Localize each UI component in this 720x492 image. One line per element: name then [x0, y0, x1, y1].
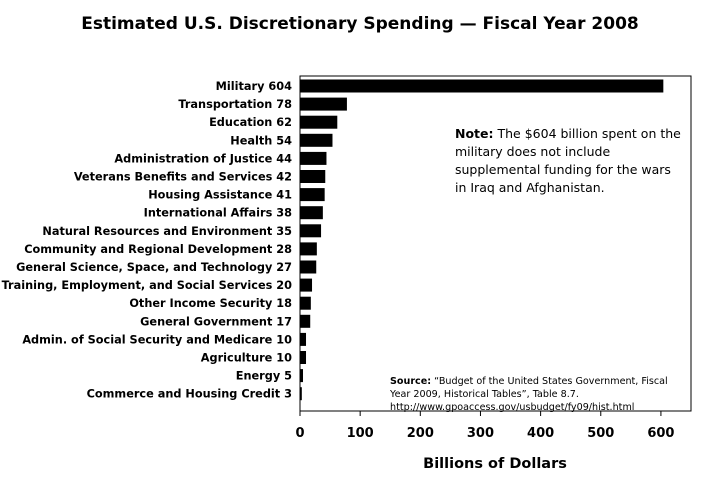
bar	[300, 351, 307, 364]
category-label: Housing Assistance 41	[148, 189, 292, 202]
bar	[300, 260, 317, 274]
x-tick-label: 600	[647, 426, 674, 441]
category-label: General Science, Space, and Technology 2…	[16, 261, 292, 274]
category-label: Other Income Security 18	[129, 297, 292, 310]
x-axis-title: Billions of Dollars	[423, 456, 567, 472]
bar	[300, 314, 311, 328]
note-label: Note:	[455, 126, 494, 141]
bar	[300, 387, 302, 401]
category-label: Health 54	[230, 134, 292, 147]
source-url: http://www.gpoaccess.gov/usbudget/fy09/h…	[390, 402, 635, 413]
source-annotation: Source: “Budget of the United States Gov…	[390, 375, 690, 414]
x-tick-label: 0	[295, 426, 304, 441]
bar	[300, 332, 307, 346]
bar	[300, 188, 325, 202]
x-tick-label: 200	[407, 426, 434, 441]
bar	[300, 151, 327, 165]
x-tick-label: 400	[527, 426, 554, 441]
category-label: Military 604	[216, 80, 292, 93]
bar	[300, 224, 322, 238]
category-label: Community and Regional Development 28	[24, 243, 292, 256]
bar	[300, 115, 338, 129]
x-tick-label: 500	[587, 426, 614, 441]
category-label: Agriculture 10	[201, 352, 292, 365]
category-label: Transportation 78	[178, 98, 292, 111]
category-label: Natural Resources and Environment 35	[42, 225, 292, 238]
bar	[300, 278, 313, 292]
x-tick-label: 100	[347, 426, 374, 441]
bar	[300, 97, 347, 111]
category-label: Training, Employment, and Social Service…	[2, 279, 293, 292]
note-annotation: Note: The $604 billion spent on the mili…	[455, 125, 685, 197]
category-label: Commerce and Housing Credit 3	[87, 388, 292, 401]
source-label: Source:	[390, 376, 432, 387]
bar	[300, 206, 323, 220]
category-label: Administration of Justice 44	[114, 152, 292, 165]
bar	[300, 133, 333, 147]
bar	[300, 79, 664, 93]
chart-title: Estimated U.S. Discretionary Spending — …	[81, 14, 639, 34]
category-label: Veterans Benefits and Services 42	[74, 171, 292, 184]
bar	[300, 369, 304, 383]
bar	[300, 242, 317, 256]
category-label: Education 62	[209, 116, 292, 129]
category-label: General Government 17	[140, 315, 292, 328]
x-tick-label: 300	[467, 426, 494, 441]
note-text: The $604 billion spent on the military d…	[455, 126, 681, 195]
bar	[300, 296, 311, 310]
source-text: “Budget of the United States Government,…	[390, 376, 668, 400]
category-label: Energy 5	[236, 370, 292, 383]
category-label: International Affairs 38	[144, 207, 293, 220]
category-label: Admin. of Social Security and Medicare 1…	[22, 333, 292, 346]
bar	[300, 170, 326, 183]
